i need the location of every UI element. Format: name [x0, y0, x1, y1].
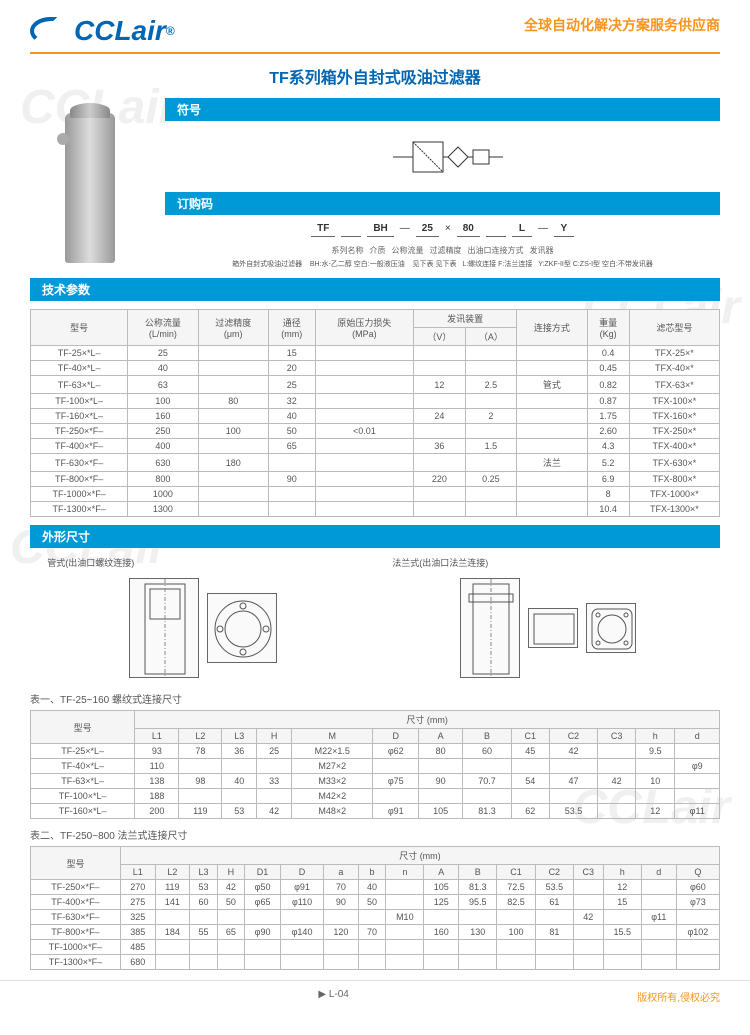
mech-drawing-icon [586, 603, 636, 653]
page-header: CCLair® 全球自动化解决方案服务供应商 [0, 0, 750, 52]
diag-left-caption: 管式(出油口螺纹连接) [47, 556, 358, 569]
table-row: TF-160×*L–2001195342M48×2φ9110581.36253.… [31, 804, 720, 819]
table-row: TF-1000×*F–485 [31, 940, 720, 955]
mech-drawing-icon [129, 578, 199, 678]
section-order: 订购码 [165, 192, 720, 215]
copyright: 版权所有,侵权必究 [637, 989, 720, 1004]
code-labels: 系列名称 介质 公称流量 过滤精度 出油口连接方式 发讯器 [165, 245, 720, 256]
tech-params-table: 型号公称流量(L/min)过滤精度(μm)通径(mm)原始压力损失(MPa)发讯… [30, 309, 720, 517]
code-sep: — [400, 223, 410, 237]
table-row: TF-1300×*F–680 [31, 955, 720, 970]
table-row: TF-160×*L–160402421.75TFX-160×* [31, 409, 720, 424]
logo-text: CCLair [74, 15, 166, 47]
table-row: TF-630×*F–325M1042φ11 [31, 910, 720, 925]
table-row: TF-40×*L–40200.45TFX-40×* [31, 361, 720, 376]
table-row: TF-1000×*F–10008TFX-1000×* [31, 487, 720, 502]
header-divider [30, 52, 720, 54]
table2-caption: 表二、TF-250~800 法兰式连接尺寸 [30, 827, 720, 842]
table-row: TF-100×*L–188M42×2 [31, 789, 720, 804]
code-part: BH [367, 223, 393, 237]
code-sep: — [538, 223, 548, 237]
symbol-diagram [165, 129, 720, 184]
table-row: TF-250×*F–25010050<0.012.60TFX-250×* [31, 424, 720, 439]
code-desc: 箱外自封式吸油过滤器 BH:水-乙二醇 空白:一般液压油 见下表 见下表 L:螺… [165, 260, 720, 269]
order-code-row: TF BH — 25 × 80 L — Y [165, 223, 720, 237]
dim-table-1: 型号尺寸 (mm)L1L2L3HMDABC1C2C3hdTF-25×*L–937… [30, 710, 720, 819]
table-row: TF-25×*L–25150.4TFX-25×* [31, 346, 720, 361]
table-row: TF-1300×*F–130010.4TFX-1300×* [31, 502, 720, 517]
logo-reg-icon: ® [166, 24, 175, 38]
code-part: Y [554, 223, 574, 237]
section-tech: 技术参数 [30, 278, 720, 301]
table-row: TF-25×*L–93783625M22×1.5φ62806045429.5 [31, 744, 720, 759]
table-row: TF-630×*F–630180法兰5.2TFX-630×* [31, 454, 720, 472]
code-part: 80 [457, 223, 480, 237]
hydraulic-symbol-icon [373, 132, 513, 182]
code-part: 25 [416, 223, 439, 237]
mech-drawing-icon [528, 608, 578, 648]
diag-right-caption: 法兰式(出油口法兰连接) [392, 556, 703, 569]
table-row: TF-63×*L–6325122.5管式0.82TFX-63×* [31, 376, 720, 394]
logo-swoosh-icon [30, 17, 70, 45]
logo: CCLair® [30, 15, 175, 47]
table-row: TF-250×*F–2701195342φ50φ91704010581.372.… [31, 880, 720, 895]
table1-caption: 表一、TF-25~160 螺纹式连接尺寸 [30, 691, 720, 706]
mech-drawing-icon [207, 593, 277, 663]
section-symbol: 符号 [165, 98, 720, 121]
dim-table-2: 型号尺寸 (mm)L1L2L3HD1DabnABC1C2C3hdQTF-250×… [30, 846, 720, 970]
section-dims: 外形尺寸 [30, 525, 720, 548]
code-part: L [512, 223, 532, 237]
table-row: TF-100×*L–10080320.87TFX-100×* [31, 394, 720, 409]
table-row: TF-63×*L–138984033M33×2φ759070.754474210 [31, 774, 720, 789]
code-part [341, 223, 361, 237]
mech-drawing-icon [460, 578, 520, 678]
diagram-row: 管式(出油口螺纹连接) 法兰式(出油口法兰连接) [0, 556, 750, 683]
code-sep: × [445, 223, 451, 237]
code-part: TF [311, 223, 335, 237]
filter-illustration [65, 113, 115, 263]
page-title: TF系列箱外自封式吸油过滤器 [0, 64, 750, 88]
page-number: ▶ L-04 [318, 989, 348, 1004]
tagline: 全球自动化解决方案服务供应商 [524, 15, 720, 35]
table-row: TF-40×*L–110M27×2φ9 [31, 759, 720, 774]
table-row: TF-400×*F–40065361.54.3TFX-400×* [31, 439, 720, 454]
table-row: TF-800×*F–800902200.256.9TFX-800×* [31, 472, 720, 487]
flange-connection-diagram [392, 573, 703, 683]
code-part [486, 223, 506, 237]
page-footer: ▶ L-04 版权所有,侵权必究 [0, 980, 750, 1012]
table-row: TF-400×*F–2751416050φ65φ110905012595.582… [31, 895, 720, 910]
table-row: TF-800×*F–3851845565φ90φ1401207016013010… [31, 925, 720, 940]
thread-connection-diagram [47, 573, 358, 683]
product-photo [30, 98, 150, 278]
